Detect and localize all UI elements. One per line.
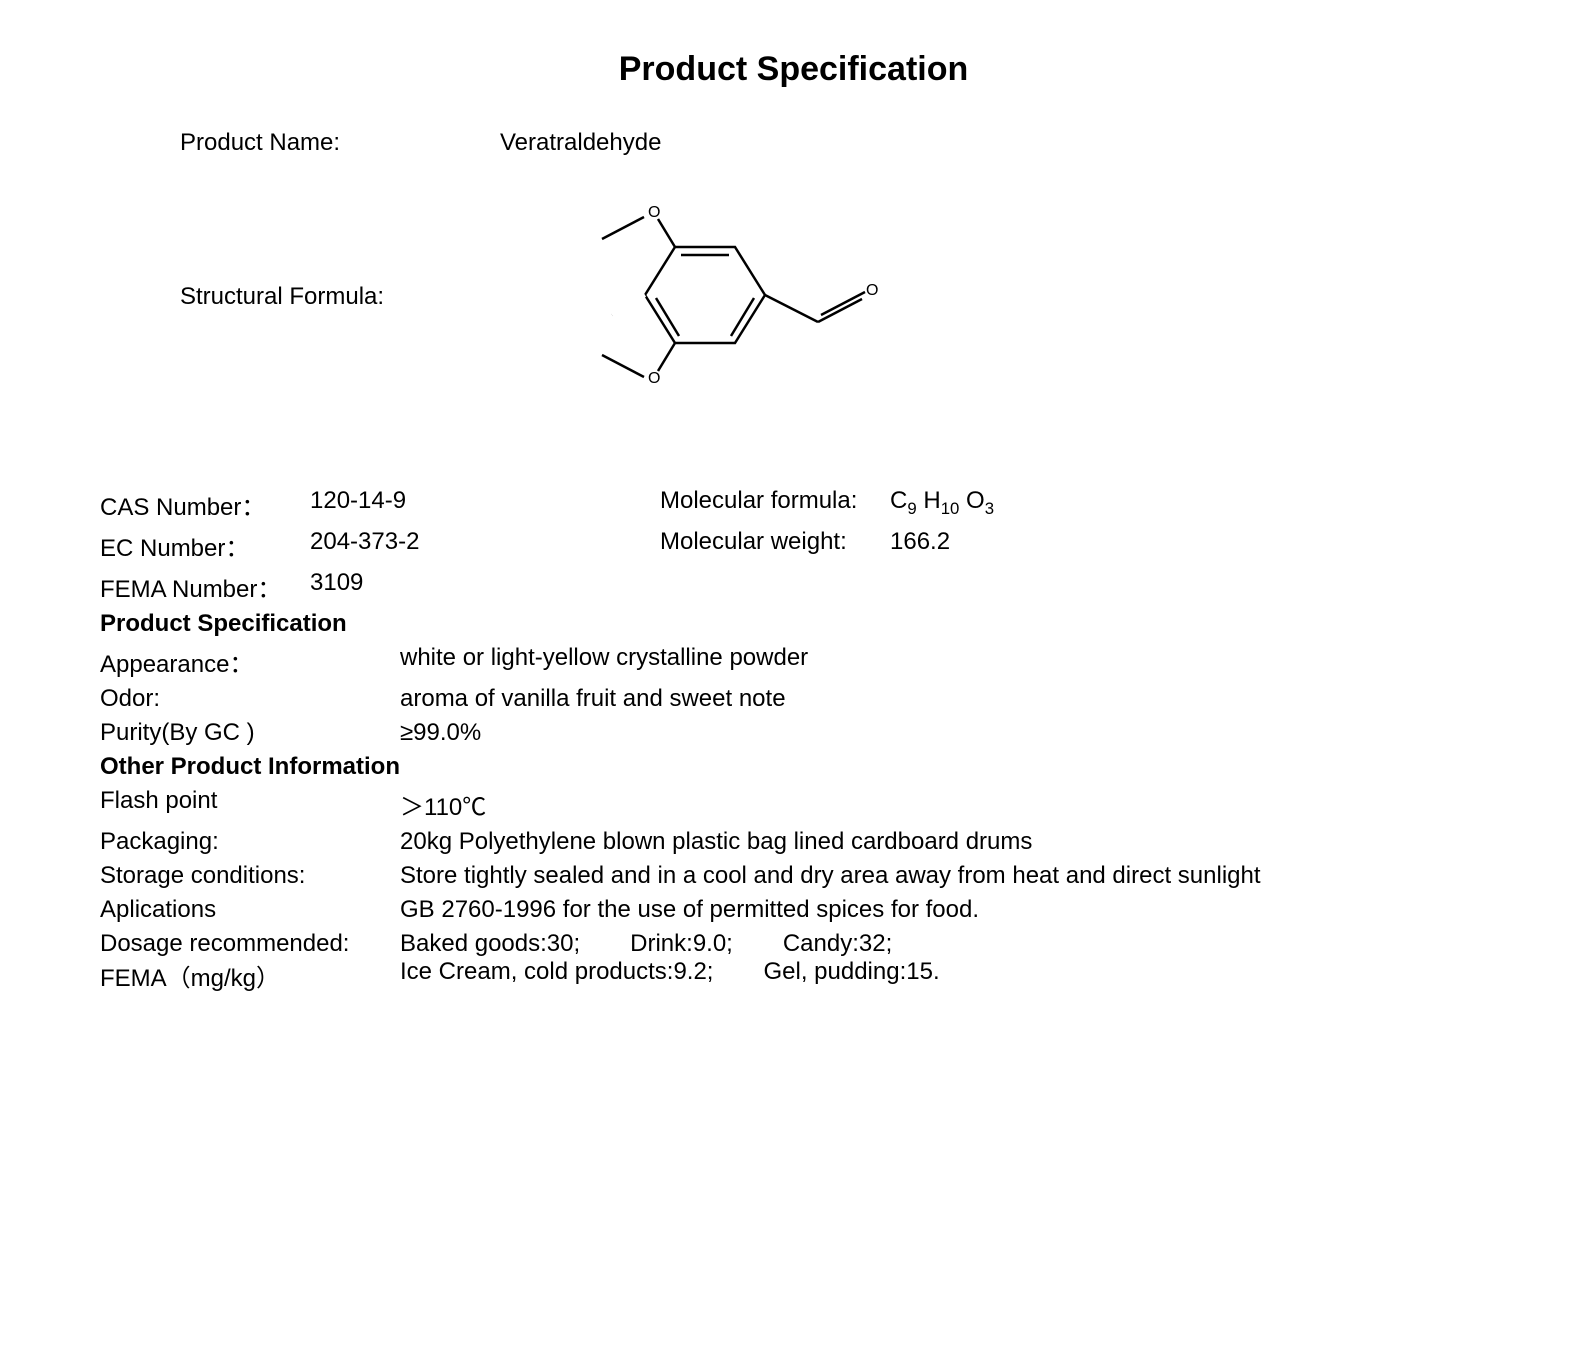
mf-label: Molecular formula: <box>660 487 890 522</box>
mw-label: Molecular weight: <box>660 528 890 563</box>
dosage-item: Drink:9.0; <box>630 930 733 958</box>
fema-label: FEMA Number： <box>100 569 310 604</box>
applications-label: Aplications <box>100 896 400 924</box>
purity-label: Purity(By GC ) <box>100 719 400 747</box>
id-row-ec-mw: EC Number： 204-373-2 Molecular weight: 1… <box>100 528 1487 563</box>
product-name-label: Product Name: <box>180 129 500 157</box>
page-title: Product Specification <box>100 50 1487 89</box>
purity-value: ≥99.0% <box>400 719 1487 747</box>
product-name-row: Product Name: Veratraldehyde <box>100 129 1487 157</box>
mf-value: C9 H10 O3 <box>890 487 994 522</box>
mw-value: 166.2 <box>890 528 950 563</box>
purity-row: Purity(By GC ) ≥99.0% <box>100 719 1487 747</box>
storage-value: Store tightly sealed and in a cool and d… <box>400 862 1487 890</box>
flash-value: ＞110℃ <box>400 787 1487 822</box>
dosage-row: Dosage recommended: FEMA（mg/kg） Baked go… <box>100 930 1487 993</box>
applications-value: GB 2760-1996 for the use of permitted sp… <box>400 896 1487 924</box>
other-section-header: Other Product Information <box>100 753 1487 781</box>
cas-label: CAS Number： <box>100 487 310 522</box>
applications-row: Aplications GB 2760-1996 for the use of … <box>100 896 1487 924</box>
storage-label: Storage conditions: <box>100 862 400 890</box>
odor-value: aroma of vanilla fruit and sweet note <box>400 685 1487 713</box>
structural-formula-row: Structural Formula: O O O <box>100 187 1487 407</box>
ec-label: EC Number： <box>100 528 310 563</box>
packaging-value: 20kg Polyethylene blown plastic bag line… <box>400 828 1487 856</box>
flash-row: Flash point ＞110℃ <box>100 787 1487 822</box>
appearance-value: white or light-yellow crystalline powder <box>400 644 1487 672</box>
appearance-label: Appearance： <box>100 644 400 679</box>
svg-text:O: O <box>648 370 660 387</box>
svg-text:O: O <box>866 282 878 299</box>
product-name-value: Veratraldehyde <box>500 129 661 157</box>
fema-value: 3109 <box>310 569 363 604</box>
appearance-row: Appearance： white or light-yellow crysta… <box>100 644 1487 679</box>
dosage-item: Gel, pudding:15. <box>763 958 939 986</box>
odor-label: Odor: <box>100 685 400 713</box>
cas-value: 120-14-9 <box>310 487 406 522</box>
dosage-label-line2: FEMA（mg/kg） <box>100 958 400 993</box>
svg-text:O: O <box>648 204 660 221</box>
flash-label: Flash point <box>100 787 400 815</box>
spec-section-header: Product Specification <box>100 610 1487 638</box>
dosage-item: Candy:32; <box>783 930 892 958</box>
packaging-label: Packaging: <box>100 828 400 856</box>
packaging-row: Packaging: 20kg Polyethylene blown plast… <box>100 828 1487 856</box>
dosage-label: Dosage recommended: FEMA（mg/kg） <box>100 930 400 993</box>
ec-value: 204-373-2 <box>310 528 419 563</box>
id-row-cas-mf: CAS Number： 120-14-9 Molecular formula: … <box>100 487 1487 522</box>
dosage-item: Ice Cream, cold products:9.2; <box>400 958 713 986</box>
odor-row: Odor: aroma of vanilla fruit and sweet n… <box>100 685 1487 713</box>
dosage-item: Baked goods:30; <box>400 930 580 958</box>
structural-formula-diagram: O O O <box>500 187 920 407</box>
structural-formula-label: Structural Formula: <box>180 283 500 311</box>
id-row-fema: FEMA Number： 3109 <box>100 569 1487 604</box>
storage-row: Storage conditions: Store tightly sealed… <box>100 862 1487 890</box>
dosage-label-line1: Dosage recommended: <box>100 930 400 958</box>
dosage-value: Baked goods:30; Drink:9.0; Candy:32; Ice Cr… <box>400 930 1487 986</box>
